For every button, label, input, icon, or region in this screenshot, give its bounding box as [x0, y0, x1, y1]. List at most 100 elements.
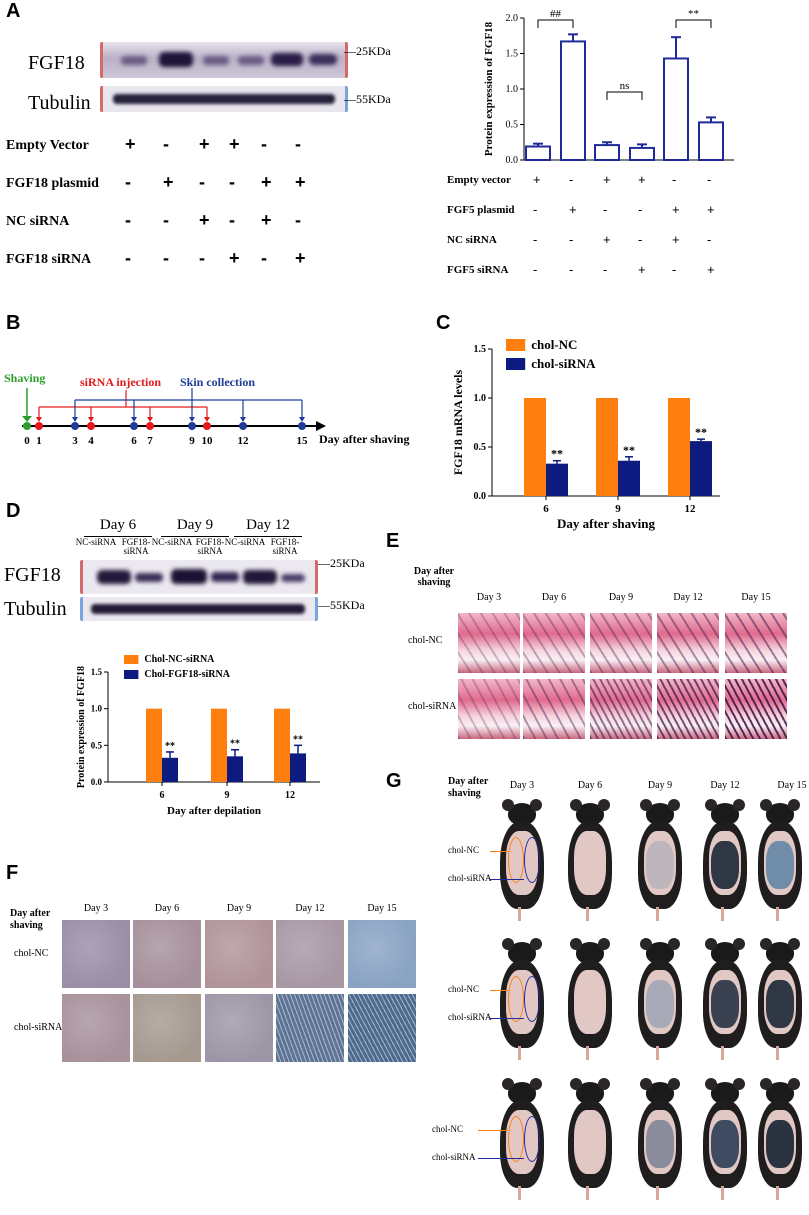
chart-treatment-mark: + [707, 262, 715, 277]
chart-treatment-mark: + [603, 172, 611, 187]
column-header: Day 15 [367, 903, 397, 914]
chart-treatment-mark: - [672, 262, 677, 277]
day-dot [298, 422, 306, 430]
legend-label: Chol-NC-siRNA [144, 654, 215, 665]
chart-treatment-mark: - [638, 202, 643, 217]
treatment-row-label: FGF18 siRNA [6, 252, 92, 267]
collection-arrowhead [189, 417, 195, 422]
treatment-mark: - [229, 210, 235, 230]
day-label: 10 [202, 435, 214, 447]
column-header: Day 3 [83, 903, 109, 914]
group-pointer [478, 1158, 524, 1159]
bar [546, 463, 568, 496]
region-ellipse [508, 837, 524, 883]
skin-image [276, 994, 344, 1062]
bar [227, 756, 243, 782]
mouse-image [756, 1078, 804, 1200]
bar [162, 757, 178, 782]
significance-label: ** [293, 734, 303, 745]
day-label: 1 [36, 435, 42, 447]
chart-treatment-mark: - [707, 172, 712, 187]
day-header: Day 9 [176, 517, 214, 533]
chart-treatment-mark: + [672, 202, 680, 217]
day-dot [130, 422, 138, 430]
treatment-mark: + [199, 210, 210, 230]
injection-arrowhead [204, 417, 210, 422]
treatment-mark: - [199, 248, 205, 268]
group-label: chol-siRNA [448, 873, 492, 883]
bar [146, 708, 162, 782]
bar [629, 146, 655, 161]
day-label: 15 [297, 435, 309, 447]
blot-a-fgf18-band-image [100, 42, 348, 78]
legend-swatch [506, 339, 526, 351]
histology-image [657, 613, 719, 673]
skin-image [348, 994, 416, 1062]
row-label: chol-siRNA [408, 701, 457, 712]
column-header: Day 6 [154, 903, 180, 914]
panel-e-header: Day after shaving [413, 566, 455, 588]
panel-g-header: Day after shaving [448, 776, 489, 799]
treatment-row-label: FGF18 plasmid [6, 176, 99, 191]
treatment-mark: - [163, 134, 169, 154]
bar [596, 398, 618, 496]
legend-label: chol-siRNA [531, 356, 596, 371]
group-pointer [490, 851, 508, 852]
y-tick-label: 2.0 [506, 13, 519, 24]
bar [274, 708, 290, 782]
chart-treatment-mark: + [638, 172, 646, 187]
panel-label-a: A [6, 0, 21, 22]
injection-arrowhead [88, 417, 94, 422]
chart-treatment-mark: - [672, 172, 677, 187]
y-tick-label: 0.0 [91, 777, 103, 787]
column-header: Day 9 [647, 780, 673, 791]
chart-treatment-mark: + [533, 172, 541, 187]
skin-image [62, 920, 130, 988]
bar [525, 145, 551, 161]
treatment-mark: - [125, 210, 131, 230]
mouse-image [636, 938, 684, 1060]
legend-swatch [506, 358, 526, 370]
mouse-image [566, 938, 614, 1060]
blot-d-fgf18-band-image [80, 560, 318, 594]
lane-label: FGF18-siRNA [270, 537, 300, 556]
day-dot [71, 422, 79, 430]
treatment-mark: + [199, 134, 210, 154]
day-dot [87, 422, 95, 430]
mouse-image [701, 1078, 749, 1200]
group-label: chol-siRNA [448, 1012, 492, 1022]
chart-treatment-mark: + [569, 202, 577, 217]
chart-treatment-mark: - [569, 172, 574, 187]
skin-image [62, 994, 130, 1062]
collection-arrowhead [240, 417, 246, 422]
panel-label-b: B [6, 312, 21, 334]
row-label: chol-NC [14, 948, 49, 959]
treatment-mark: + [163, 172, 174, 192]
shaving-arrowhead [22, 416, 32, 422]
timeline-arrowhead [316, 421, 326, 431]
significance-label: ## [550, 8, 562, 20]
blot-a-tubulin-label: Tubulin [28, 92, 91, 114]
shaving-label: Shaving [4, 371, 45, 385]
column-header: Day 3 [509, 780, 535, 791]
histology-image [523, 613, 585, 673]
treatment-mark: + [229, 248, 240, 268]
panel-label-f: F [6, 862, 19, 884]
panel-label-d: D [6, 500, 21, 522]
panel-label-g: G [386, 770, 402, 792]
panel-label-e: E [386, 530, 400, 552]
region-ellipse [524, 976, 540, 1022]
significance-bracket [675, 19, 712, 28]
bar [560, 40, 586, 161]
skin-image [276, 920, 344, 988]
chart-treatment-mark: - [569, 232, 574, 247]
row-label: chol-NC [408, 635, 443, 646]
chart-treatment-mark: - [603, 262, 608, 277]
treatment-mark: - [261, 134, 267, 154]
group-label: chol-siRNA [432, 1152, 476, 1162]
collection-arrowhead [299, 417, 305, 422]
day-dot [23, 422, 31, 430]
mouse-image [636, 799, 684, 921]
injection-arrowhead [147, 417, 153, 422]
chart-treatment-mark: - [638, 232, 643, 247]
